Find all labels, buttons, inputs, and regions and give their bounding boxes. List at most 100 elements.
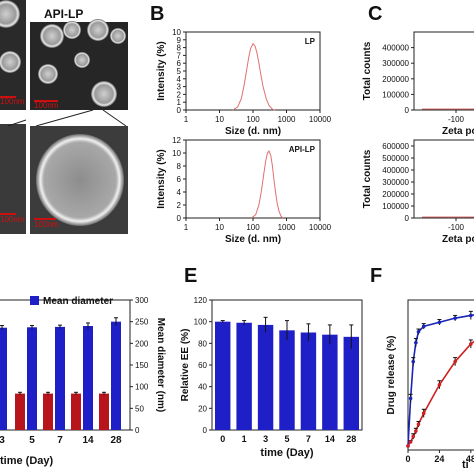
data-point [469,342,473,346]
panel-label-c: C [368,3,382,25]
bar-relative-ee [279,330,295,430]
x-tick-label: 3 [0,435,5,446]
x-tick-label: 10 [215,115,224,124]
x-tick-label: 1000 [278,223,296,232]
bar-series-2 [43,393,53,430]
y-tick-label: 100000 [382,90,409,99]
x-tick-label: 5 [284,434,289,444]
y-tick-label: 0 [405,214,410,223]
y-axis-label: Intensity (%) [156,41,167,100]
bar-series-2 [71,393,81,430]
scale-bar-label: 100nm [34,220,59,229]
vesicle [110,28,126,44]
y-tick-label: 2 [177,90,182,99]
y-tick-label: 2 [177,201,182,210]
y-tick-label: 5 [177,67,182,76]
scale-bar [34,100,58,102]
x-tick-label: 100 [246,223,260,232]
y-tick-label: 6 [177,59,182,68]
release-line-2 [407,340,474,447]
panel-label-e: E [184,265,197,287]
y-axis-label: Relative EE (%) [180,329,191,402]
x-tick-label: 14 [82,435,94,446]
y-axis-label: Total counts [362,149,373,208]
release-line-1 [407,314,474,447]
y-tick-label: 0 [177,214,182,223]
x-tick-label: 1 [242,434,247,444]
legend-label: Mean diameter [43,296,113,307]
y-tick-label: 1 [177,98,182,107]
y-tick-label: 10 [172,149,181,158]
y-tick-label: 6 [177,175,182,184]
y-tick-label: 4 [177,75,182,84]
data-point [406,444,410,448]
y-tick-label: 50 [135,404,144,413]
vesicle-large [36,134,124,226]
bar-relative-ee [343,336,359,430]
y-tick-label: 250 [135,318,149,327]
panel-a-micrographs: 100nm 100nm API-LP 100nm 100nm [0,0,130,234]
y-tick-label: 100 [135,383,149,392]
y-tick-label: 100000 [382,202,409,211]
x-axis-label: Zeta po [442,126,474,137]
y-tick-label: 0 [203,426,208,435]
data-point [437,383,442,387]
y-tick-label: 300000 [382,59,409,68]
y-tick-label: 8 [177,44,182,53]
scale-bar-label: 100nm [0,215,25,224]
size-distribution-line [232,42,276,111]
data-point [421,324,426,329]
chart-b-apilp: 1 10 100 1000 10000 0 2 4 6 8 10 12 API-LP Size (d. n… [156,136,332,245]
divider [24,118,130,124]
bar-mean-diameter [27,327,37,430]
panel-label-b: B [150,3,164,25]
zoom-line [7,119,27,127]
y-tick-label: 400000 [382,166,409,175]
vesicle [40,24,64,48]
vesicle [63,21,81,39]
x-tick-label: 100 [246,115,260,124]
bar-relative-ee [322,334,338,430]
data-point [421,411,426,416]
x-tick-label: 3 [263,434,268,444]
y-tick-label: 0 [405,106,410,115]
x-tick-label: 7 [57,435,63,446]
data-point [416,329,421,334]
x-axis-label: Zeta po [442,234,474,245]
bar-relative-ee [257,324,274,430]
y-tick-label: 500000 [382,154,409,163]
y-tick-label: 9 [177,36,182,45]
x-tick-label: 10 [215,223,224,232]
x-tick-label: -100 [448,223,465,232]
y-tick-label: 80 [198,339,207,348]
x-tick-label: 0 [405,454,410,464]
data-point [411,434,416,439]
scale-bar [34,218,56,220]
bar-relative-ee [300,332,317,430]
chart-d: 0 50 100 150 200 250 300 3 5 7 14 28 Mean diameter Me… [0,296,166,467]
y-tick-label: 0 [177,106,182,115]
data-point [414,340,418,345]
panel-a-title: API-LP [44,7,83,21]
chart-e: 0 20 40 60 80 100 120 0 1 3 5 7 14 28 time (Day) Relati… [180,296,363,459]
data-point [414,429,418,433]
plot-frame [407,299,474,451]
x-tick-label: 1 [184,223,189,232]
size-distribution-line [251,150,284,219]
x-tick-label: 0 [220,434,225,444]
chart-f: 0 24 48 Drug release (%) ti [386,299,474,471]
data-point [453,359,457,364]
bar-mean-diameter [55,326,65,430]
x-tick-label: 1000 [278,115,296,124]
data-point [408,440,413,444]
y-tick-label: 200000 [382,190,409,199]
y-tick-label: 300000 [382,178,409,187]
y-tick-label: 200000 [382,75,409,84]
y-axis-label-right: Mean diameter (nm) [155,318,166,412]
data-point [416,422,421,427]
y-tick-label: 12 [172,136,181,145]
y-tick-label: 3 [177,83,182,92]
zoom-line [102,109,127,127]
